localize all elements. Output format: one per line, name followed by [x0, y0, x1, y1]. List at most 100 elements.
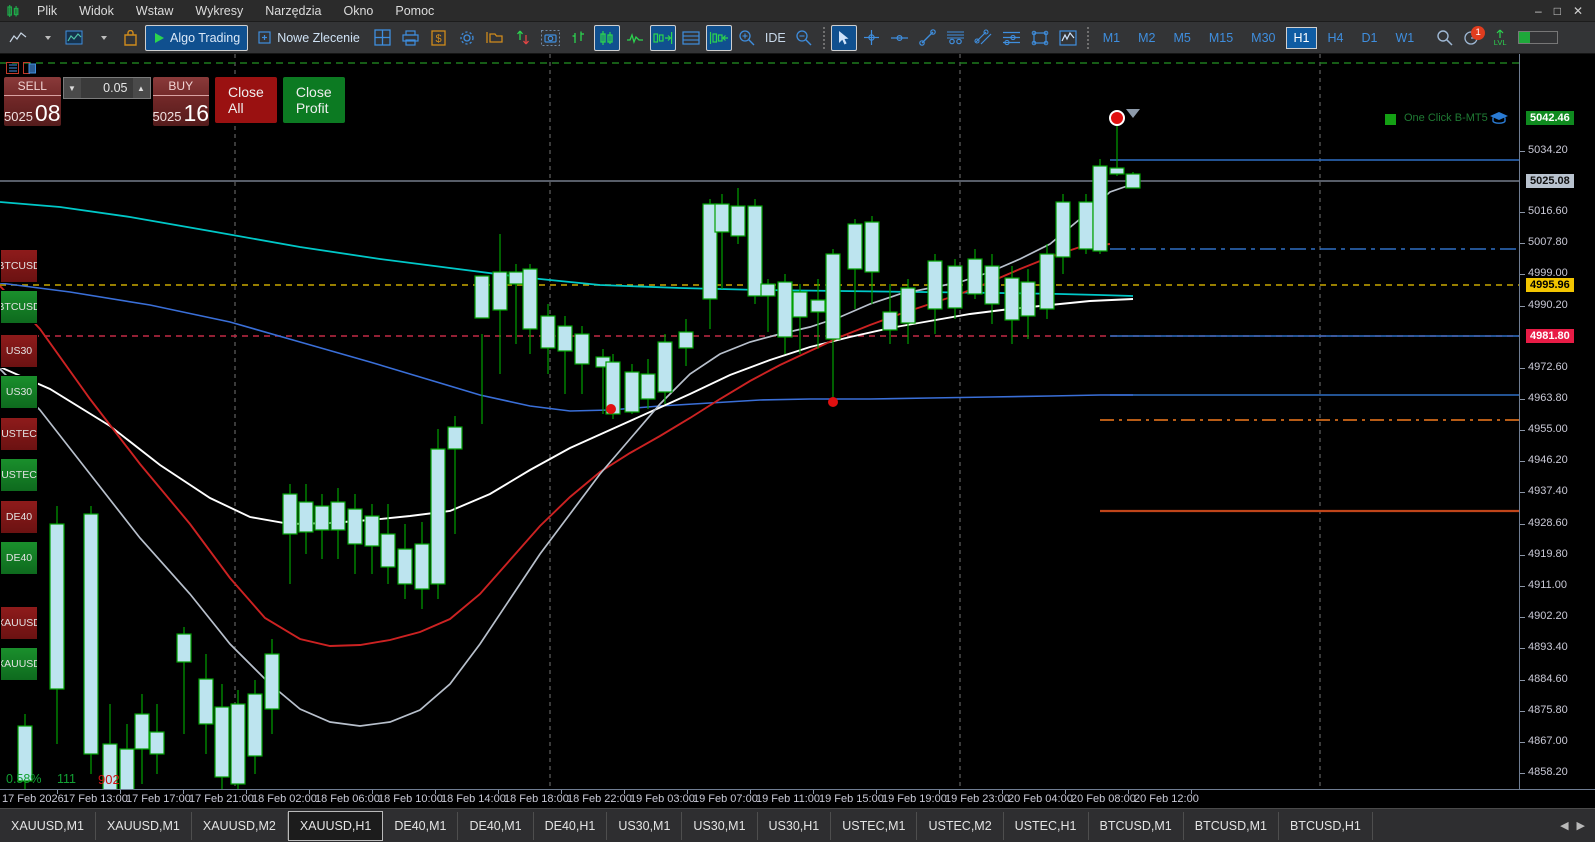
menu-pomoc[interactable]: Pomoc: [395, 3, 435, 18]
gear-icon[interactable]: [454, 25, 480, 51]
timeframe-m15[interactable]: M15: [1208, 30, 1234, 45]
buy-button[interactable]: BUY 5025 16: [152, 77, 210, 126]
template-dropdown-icon[interactable]: [89, 25, 115, 51]
chart-tab[interactable]: BTCUSD,H1: [1279, 811, 1373, 840]
trendline-icon[interactable]: [915, 25, 941, 51]
symbol-button-btcusd-buy[interactable]: BTCUSD: [0, 290, 38, 324]
timeframe-m5[interactable]: M5: [1173, 30, 1191, 45]
chart-tab[interactable]: US30,H1: [758, 811, 832, 840]
symbol-button-btcusd-sell[interactable]: BTCUSD: [0, 249, 38, 283]
dollar-box-icon[interactable]: $: [426, 25, 452, 51]
close-icon[interactable]: ✕: [1572, 4, 1583, 18]
symbol-button-us30-buy[interactable]: US30: [0, 375, 38, 409]
copy-panel-icon[interactable]: [23, 61, 36, 74]
chart-tab[interactable]: DE40,M1: [458, 811, 534, 840]
chart-template-icon[interactable]: [61, 25, 87, 51]
horizontal-levels-icon[interactable]: [999, 25, 1025, 51]
symbol-button-xauusd-buy[interactable]: XAUUSD: [0, 647, 38, 681]
shopping-bag-icon[interactable]: [117, 25, 143, 51]
menu-widok[interactable]: Widok: [79, 3, 114, 18]
timeframe-m30[interactable]: M30: [1251, 30, 1276, 45]
candlestick-chart-icon[interactable]: [593, 24, 620, 51]
expert-advisor-icon[interactable]: [1489, 109, 1509, 132]
line-chart-icon[interactable]: [5, 25, 31, 51]
one-click-trading-panel[interactable]: SELL 5025 08 ▼ 0.05 ▲ BUY 5025 16: [4, 60, 345, 134]
tab-prev-icon[interactable]: ◀: [1560, 820, 1569, 832]
ide-button[interactable]: IDE: [762, 25, 789, 51]
symbol-button-ustec-buy[interactable]: USTEC: [0, 458, 38, 492]
timeframe-w1[interactable]: W1: [1395, 30, 1415, 45]
time-tick-label: 19 Feb 11:00: [756, 793, 821, 805]
symbol-button-de40-buy[interactable]: DE40: [0, 541, 38, 575]
alerts-bell-icon[interactable]: 1: [1459, 25, 1486, 51]
stepper-up-icon[interactable]: ▲: [132, 78, 150, 98]
menu-wykresy[interactable]: Wykresy: [195, 3, 244, 18]
bar-chart-icon[interactable]: [566, 25, 592, 51]
menu-plik[interactable]: Plik: [37, 3, 58, 18]
order-list-icon[interactable]: [6, 61, 19, 74]
chart-tab[interactable]: USTEC,M1: [831, 811, 918, 840]
zoom-in-icon[interactable]: [734, 25, 760, 51]
close-all-button[interactable]: Close All: [215, 77, 277, 123]
symbol-button-us30-sell[interactable]: US30: [0, 334, 38, 368]
line-graph-icon[interactable]: [622, 25, 648, 51]
chart-tab[interactable]: US30,M1: [682, 811, 758, 840]
connection-status-bar[interactable]: [1515, 25, 1561, 51]
menu-okno[interactable]: Okno: [343, 3, 374, 18]
zoom-out-icon[interactable]: [791, 25, 817, 51]
maximize-icon[interactable]: □: [1553, 4, 1561, 18]
tile-windows-icon[interactable]: [370, 25, 396, 51]
chart-tab[interactable]: BTCUSD,M1: [1089, 811, 1184, 840]
volume-input[interactable]: ▼ 0.05 ▲: [62, 77, 151, 99]
vertical-line-icon[interactable]: [887, 25, 913, 51]
time-scale[interactable]: 17 Feb 2026 17 Feb 13:00 17 Feb 17:00 17…: [0, 789, 1595, 808]
sell-button[interactable]: SELL 5025 08: [4, 77, 61, 126]
search-icon[interactable]: [1431, 25, 1457, 51]
rectangle-icon[interactable]: [1027, 25, 1053, 51]
new-chart-dropdown-icon[interactable]: [33, 25, 59, 51]
symbol-button-de40-sell[interactable]: DE40: [0, 500, 38, 534]
timeframe-h4[interactable]: H4: [1327, 30, 1344, 45]
menu-narzedzia[interactable]: Narzędzia: [265, 3, 322, 18]
chart-canvas[interactable]: One Click B-MT5 SL TS 0.58% 111 902: [0, 54, 1519, 789]
chart-tab[interactable]: USTEC,H1: [1004, 811, 1089, 840]
symbol-button-ustec-sell[interactable]: USTEC: [0, 417, 38, 451]
close-profit-button[interactable]: Close Profit: [282, 77, 345, 123]
data-folder-icon[interactable]: [482, 25, 508, 51]
screenshot-camera-icon[interactable]: [538, 25, 564, 51]
timeframe-m2[interactable]: M2: [1138, 30, 1156, 45]
price-scale[interactable]: 5034.20 5016.60 5007.80 4999.00 4990.20 …: [1519, 54, 1595, 809]
chart-tab[interactable]: US30,M1: [607, 811, 683, 840]
chart-tab[interactable]: DE40,H1: [534, 811, 608, 840]
chart-tab-bar[interactable]: XAUUSD,M1 XAUUSD,M1 XAUUSD,M2 XAUUSD,H1 …: [0, 808, 1595, 842]
chart-grid-icon[interactable]: [678, 25, 704, 51]
indicators-icon[interactable]: [1055, 25, 1081, 51]
arrow-cursor-icon[interactable]: [830, 24, 857, 51]
chart-shift-icon[interactable]: [649, 24, 676, 51]
symbol-button-xauusd-sell[interactable]: XAUUSD: [0, 606, 38, 640]
minimize-icon[interactable]: –: [1535, 4, 1542, 18]
chart-autoscroll-icon[interactable]: [705, 24, 732, 51]
chart-tab[interactable]: USTEC,M2: [917, 811, 1004, 840]
tab-next-icon[interactable]: ▶: [1576, 820, 1585, 832]
chart-tab-active[interactable]: XAUUSD,H1: [287, 810, 384, 841]
chart-tab[interactable]: XAUUSD,M2: [192, 811, 288, 840]
timeframe-d1[interactable]: D1: [1361, 30, 1378, 45]
chart-area[interactable]: One Click B-MT5 SL TS 0.58% 111 902 5034…: [0, 54, 1595, 809]
chart-tab[interactable]: BTCUSD,M1: [1184, 811, 1279, 840]
chart-tab[interactable]: DE40,M1: [383, 811, 459, 840]
stepper-down-icon[interactable]: ▼: [63, 78, 81, 98]
fibonacci-icon[interactable]: [943, 25, 969, 51]
new-order-button[interactable]: Nowe Zlecenie: [250, 25, 368, 51]
timeframe-m1[interactable]: M1: [1102, 30, 1121, 45]
crosshair-icon[interactable]: [859, 25, 885, 51]
menu-wstaw[interactable]: Wstaw: [135, 3, 174, 18]
equidistant-channel-icon[interactable]: [971, 25, 997, 51]
lvl-icon[interactable]: LVL: [1487, 25, 1513, 51]
algo-trading-button[interactable]: Algo Trading: [145, 24, 249, 51]
up-down-arrows-icon[interactable]: [510, 25, 536, 51]
printer-icon[interactable]: [398, 25, 424, 51]
chart-tab[interactable]: XAUUSD,M1: [0, 811, 96, 840]
chart-tab[interactable]: XAUUSD,M1: [96, 811, 192, 840]
timeframe-h1[interactable]: H1: [1285, 26, 1318, 49]
